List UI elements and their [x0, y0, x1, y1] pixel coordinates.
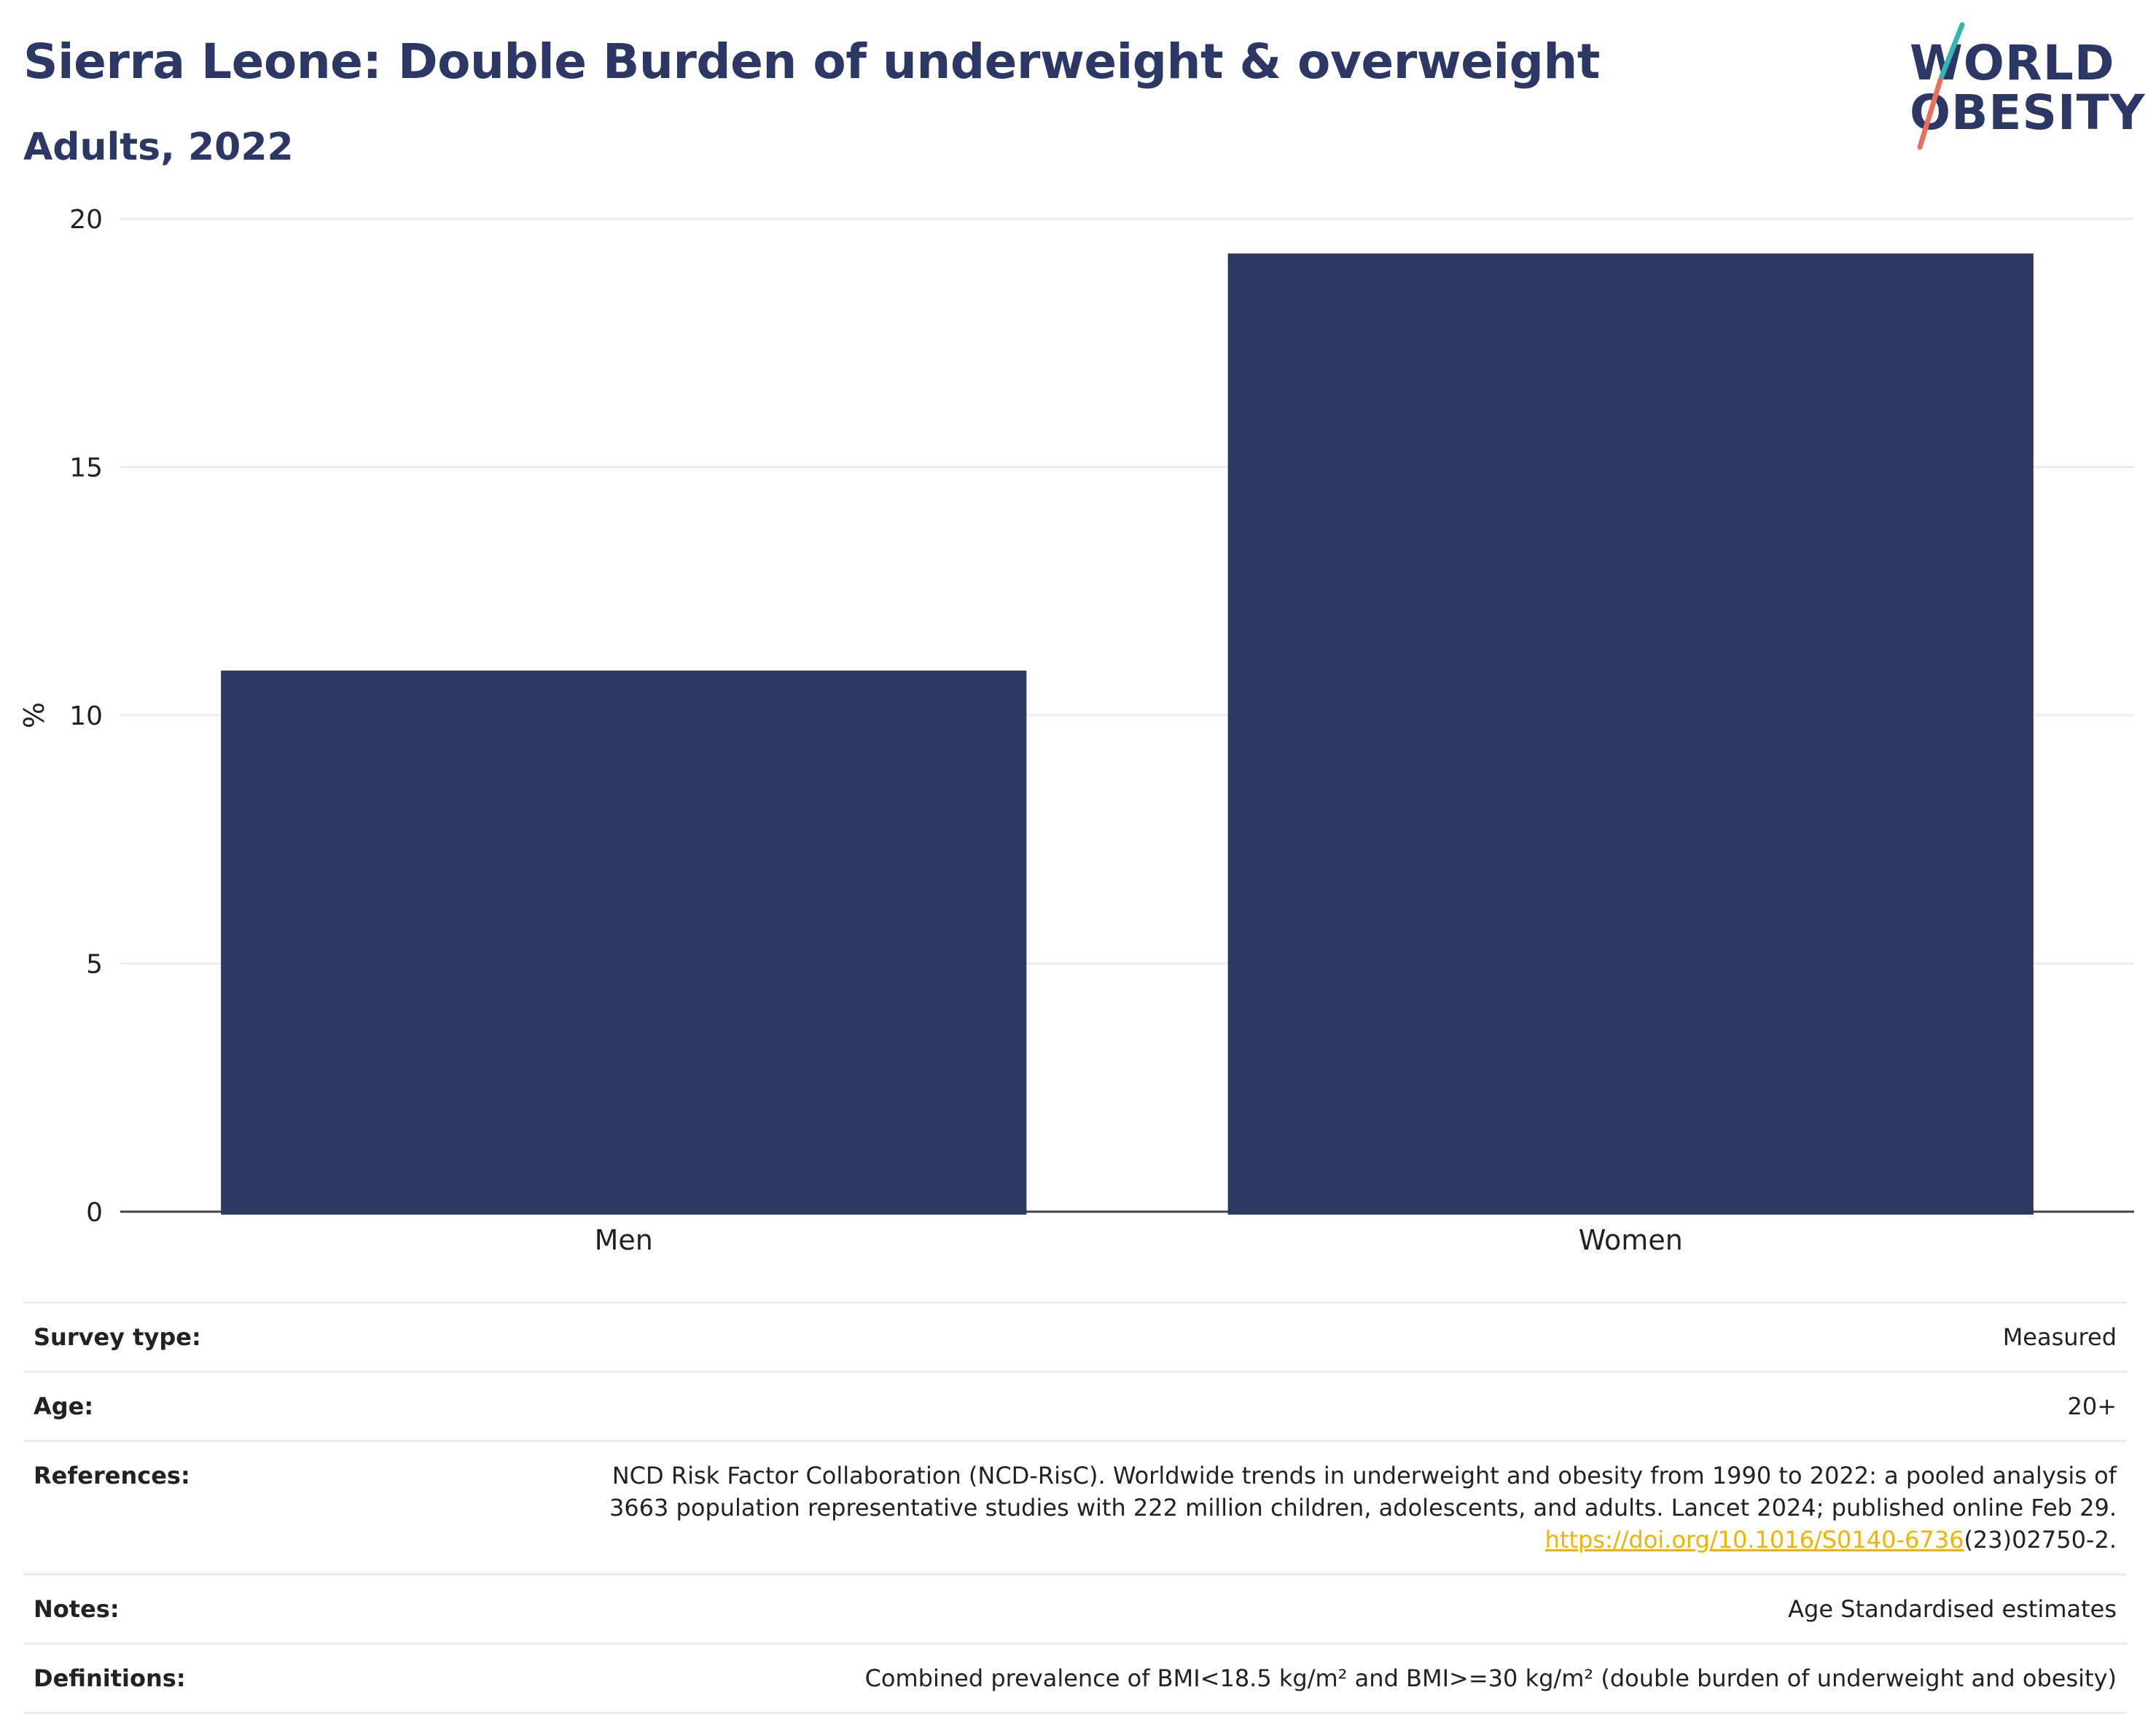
- definitions-value: Combined prevalence of BMI<18.5 kg/m² an…: [864, 1664, 2117, 1692]
- y-axis-label: %: [18, 702, 50, 728]
- x-tick-labels: Men Women: [595, 1224, 1683, 1256]
- definitions-label: Definitions:: [34, 1664, 186, 1692]
- bar-women: [1227, 253, 2034, 1215]
- age-value: 20+: [2067, 1392, 2117, 1420]
- survey-type-label: Survey type:: [34, 1323, 201, 1351]
- meta-row-notes: Notes: Age Standardised estimates: [23, 1573, 2127, 1643]
- y-tick-label: 10: [69, 701, 103, 731]
- y-tick-label: 0: [86, 1198, 103, 1228]
- meta-row-survey-type: Survey type: Measured: [23, 1301, 2127, 1371]
- meta-row-references: References: NCD Risk Factor Collaboratio…: [23, 1440, 2127, 1573]
- meta-row-age: Age: 20+: [23, 1371, 2127, 1440]
- notes-value: Age Standardised estimates: [1788, 1595, 2117, 1623]
- y-tick-labels: 0 5 10 15 20: [69, 205, 103, 1228]
- x-tick-label-women: Women: [1579, 1224, 1683, 1256]
- reference-line-1: NCD Risk Factor Collaboration (NCD-RisC)…: [612, 1462, 2117, 1489]
- logo-line-1: WORLD: [1910, 35, 2115, 91]
- reference-doi-link[interactable]: https://doi.org/10.1016/S0140-6736: [1544, 1526, 1964, 1554]
- notes-label: Notes:: [34, 1595, 120, 1623]
- reference-line-2: 3663 population representative studies w…: [609, 1494, 2117, 1522]
- survey-type-value: Measured: [2002, 1323, 2117, 1351]
- x-tick-label-men: Men: [595, 1224, 653, 1256]
- age-label: Age:: [34, 1392, 94, 1420]
- bar-men: [221, 670, 1027, 1215]
- chart-title: Sierra Leone: Double Burden of underweig…: [23, 34, 1600, 90]
- chart-subtitle: Adults, 2022: [23, 125, 294, 169]
- logo-line-2: OBESITY: [1910, 85, 2146, 141]
- y-tick-label: 20: [69, 205, 103, 235]
- y-tick-label: 5: [86, 950, 103, 980]
- y-tick-label: 15: [69, 453, 103, 483]
- reference-doi-suffix: (23)02750-2.: [1964, 1526, 2117, 1554]
- metadata-table: Survey type: Measured Age: 20+ Reference…: [23, 1301, 2127, 1714]
- logo-slash-icon: [1917, 22, 1965, 150]
- bars: [221, 253, 2034, 1215]
- references-label: References:: [34, 1462, 190, 1489]
- meta-row-definitions: Definitions: Combined prevalence of BMI<…: [23, 1643, 2127, 1714]
- bar-chart: 0 5 10 15 20 Men Women %: [18, 205, 2134, 1256]
- world-obesity-logo: WORLD OBESITY: [1895, 22, 2146, 153]
- references-value: NCD Risk Factor Collaboration (NCD-RisC)…: [609, 1460, 2117, 1556]
